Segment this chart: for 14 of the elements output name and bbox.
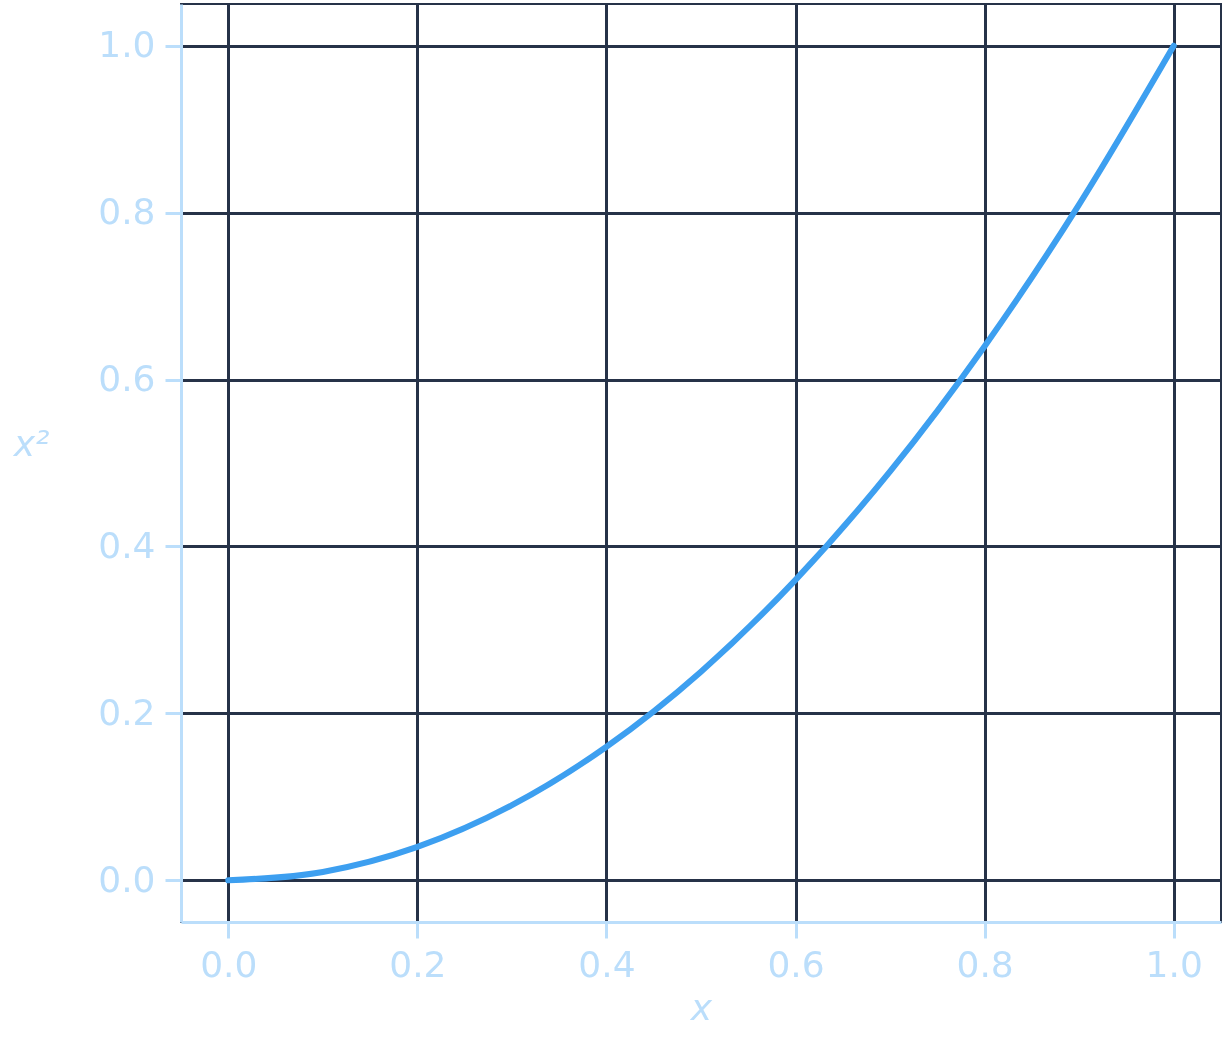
y-tick-label: 0.6 [98,358,156,400]
x-axis-title: x [689,986,713,1028]
y-tick-label: 0.2 [98,691,156,733]
y-tick-label: 0.0 [98,858,156,900]
x-tick-label: 0.8 [956,943,1014,985]
y-tick-label: 1.0 [98,24,156,66]
y-tick-label: 0.4 [98,524,156,566]
y-tick-label: 0.8 [98,191,156,233]
x-tick-label: 0.6 [767,943,825,985]
y-axis-title: x² [12,422,50,464]
x-tick-label: 1.0 [1145,943,1203,985]
x-tick-label: 0.4 [578,943,636,985]
x-tick-label: 0.2 [389,943,447,985]
x-tick-label: 0.0 [200,943,258,985]
